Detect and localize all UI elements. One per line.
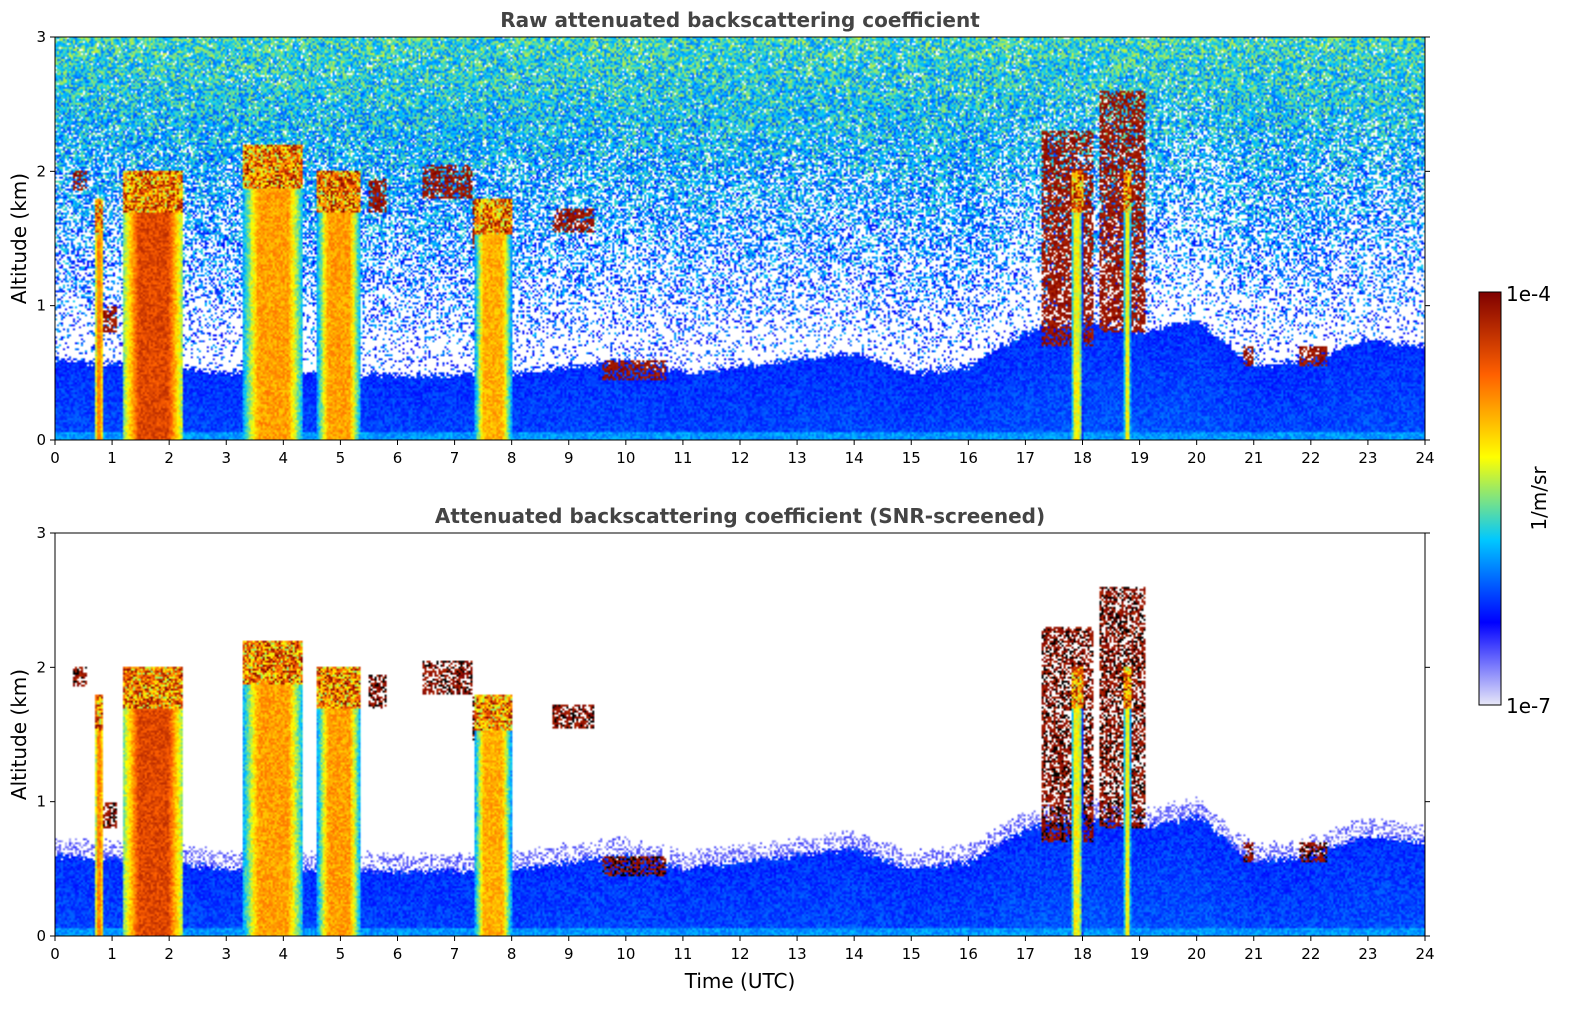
y-tick-label: 1 — [36, 793, 46, 811]
colorbar-gradient — [1478, 291, 1502, 706]
x-tick-label: 7 — [450, 945, 460, 963]
x-tick-label: 11 — [673, 945, 692, 963]
colorbar-max-label: 1e-4 — [1506, 282, 1551, 306]
x-tick-label: 7 — [450, 449, 460, 467]
x-tick-label: 23 — [1358, 449, 1377, 467]
x-tick-label: 3 — [221, 449, 231, 467]
x-tick-label: 22 — [1301, 449, 1320, 467]
x-tick-label: 24 — [1415, 945, 1434, 963]
y-tick-label: 1 — [36, 297, 46, 315]
x-tick-label: 11 — [673, 449, 692, 467]
y-tick-label: 0 — [36, 927, 46, 945]
x-tick-label: 17 — [1016, 945, 1035, 963]
heatmap-screened — [55, 533, 1425, 936]
x-tick-label: 20 — [1187, 945, 1206, 963]
tick-group: 0 1 2 3 4 5 6 7 8 9 10 11 12 13 14 15 16 17 18 19 20 21 22 23 24… — [36, 524, 1434, 963]
y-tick-label: 2 — [36, 162, 46, 180]
x-tick-label: 0 — [50, 945, 60, 963]
x-tick-label: 10 — [616, 945, 635, 963]
x-tick-label: 16 — [959, 449, 978, 467]
panel-screened: Attenuated backscattering coefficient (S… — [7, 504, 1435, 993]
x-tick-label: 12 — [730, 945, 749, 963]
x-tick-label: 24 — [1415, 449, 1434, 467]
heatmap-raw — [55, 37, 1425, 440]
x-tick-label: 0 — [50, 449, 60, 467]
x-tick-label: 12 — [730, 449, 749, 467]
x-tick-label: 19 — [1130, 449, 1149, 467]
x-tick-label: 9 — [564, 945, 574, 963]
colorbar-unit-label: 1/m/sr — [1527, 466, 1551, 531]
x-tick-label: 2 — [164, 945, 174, 963]
x-tick-label: 21 — [1244, 449, 1263, 467]
x-tick-label: 17 — [1016, 449, 1035, 467]
y-tick-label: 2 — [36, 658, 46, 676]
x-tick-label: 3 — [221, 945, 231, 963]
x-tick-label: 18 — [1073, 945, 1092, 963]
x-tick-label: 9 — [564, 449, 574, 467]
x-tick-label: 6 — [393, 449, 403, 467]
x-tick-label: 22 — [1301, 945, 1320, 963]
x-tick-label: 2 — [164, 449, 174, 467]
x-tick-label: 20 — [1187, 449, 1206, 467]
x-tick-label: 16 — [959, 945, 978, 963]
x-tick-label: 6 — [393, 945, 403, 963]
x-tick-label: 4 — [279, 945, 289, 963]
y-tick-label: 3 — [36, 524, 46, 542]
y-tick-label: 3 — [36, 28, 46, 46]
x-tick-label: 5 — [336, 449, 346, 467]
x-tick-label: 1 — [107, 449, 117, 467]
x-tick-label: 14 — [845, 449, 864, 467]
x-tick-label: 19 — [1130, 945, 1149, 963]
tick-group: 0 1 2 3 4 5 6 7 8 9 10 11 12 13 14 15 16 17 18 19 20 21 22 23 24… — [36, 28, 1434, 467]
x-tick-label: 13 — [788, 449, 807, 467]
x-tick-label: 1 — [107, 945, 117, 963]
x-axis-label: Time (UTC) — [684, 969, 796, 993]
y-tick-label: 0 — [36, 431, 46, 449]
panel-title: Attenuated backscattering coefficient (S… — [435, 504, 1045, 528]
x-tick-label: 10 — [616, 449, 635, 467]
panel-raw: Raw attenuated backscattering coefficien… — [7, 8, 1435, 467]
x-tick-label: 8 — [507, 945, 517, 963]
x-tick-label: 13 — [788, 945, 807, 963]
x-tick-label: 23 — [1358, 945, 1377, 963]
x-tick-label: 14 — [845, 945, 864, 963]
y-axis-label: Altitude (km) — [7, 669, 31, 800]
x-tick-label: 8 — [507, 449, 517, 467]
y-axis-label: Altitude (km) — [7, 173, 31, 304]
x-tick-label: 18 — [1073, 449, 1092, 467]
panel-title: Raw attenuated backscattering coefficien… — [500, 8, 980, 32]
x-tick-label: 4 — [279, 449, 289, 467]
x-tick-label: 21 — [1244, 945, 1263, 963]
colorbar: 1e-4 1e-7 1/m/sr — [1478, 282, 1551, 718]
x-tick-label: 5 — [336, 945, 346, 963]
x-tick-label: 15 — [902, 449, 921, 467]
x-tick-label: 15 — [902, 945, 921, 963]
colorbar-min-label: 1e-7 — [1506, 694, 1551, 718]
